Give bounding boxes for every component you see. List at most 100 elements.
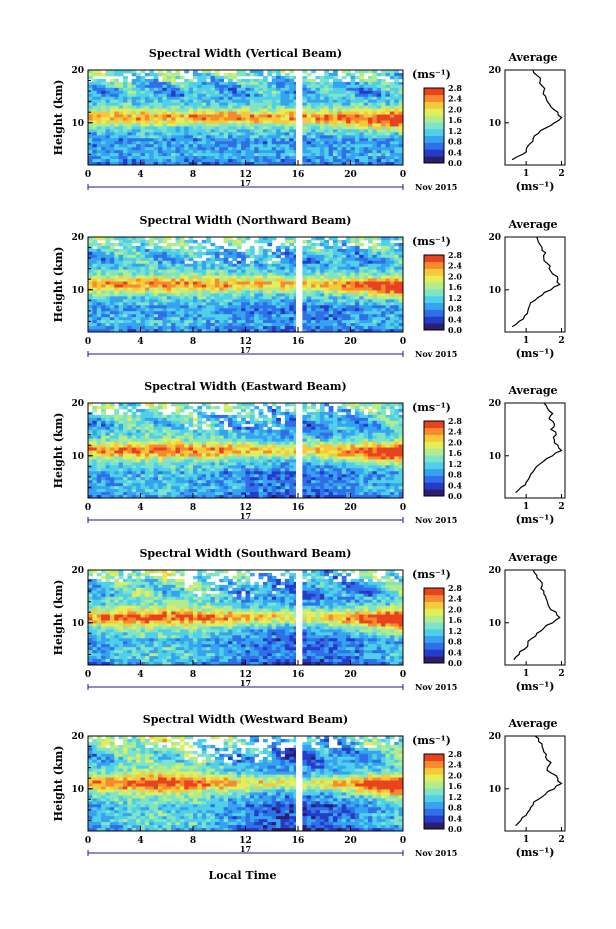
heatmap-cell	[232, 99, 238, 104]
heatmap-cell	[254, 311, 260, 315]
heatmap-cell	[144, 465, 150, 469]
heatmap-cell	[144, 114, 150, 118]
heatmap-cell	[324, 269, 330, 274]
heatmap-cell	[341, 111, 347, 115]
heatmap-cell	[223, 144, 229, 148]
heatmap-cell	[311, 132, 316, 136]
heatmap-cell	[201, 162, 207, 166]
heatmap-cell	[394, 326, 400, 330]
heatmap-cell	[131, 411, 137, 416]
heatmap-cell	[236, 251, 242, 256]
heatmap-cell	[245, 159, 251, 163]
heatmap-cell	[376, 78, 382, 83]
heatmap-cell	[368, 239, 373, 244]
heatmap-cell	[92, 441, 98, 445]
heatmap-cell	[96, 293, 102, 297]
heatmap-cell	[171, 323, 176, 327]
heatmap-cell	[214, 293, 220, 297]
heatmap-cell	[109, 435, 115, 440]
heatmap-cell	[245, 320, 251, 324]
heatmap-cell	[376, 114, 382, 118]
heatmap-cell	[236, 153, 242, 157]
heatmap-cell	[381, 99, 386, 104]
heatmap-cell	[158, 156, 163, 160]
heatmap-cell	[263, 126, 268, 130]
heatmap-cell	[346, 314, 351, 318]
heatmap-cell	[131, 417, 137, 422]
heatmap-cell	[153, 263, 159, 268]
heatmap-cell	[398, 281, 404, 285]
heatmap-cell	[166, 296, 172, 300]
heatmap-cell	[118, 441, 124, 445]
heatmap-cell	[171, 242, 176, 247]
heatmap-cell	[311, 299, 316, 303]
heatmap-cell	[175, 117, 181, 121]
heatmap-cell	[219, 141, 225, 145]
heatmap-cell	[315, 153, 321, 157]
heatmap-cell	[153, 96, 159, 101]
heatmap-cell	[149, 444, 155, 448]
heatmap-cell	[333, 284, 338, 288]
heatmap-cell	[179, 150, 185, 154]
heatmap-cell	[263, 278, 268, 282]
heatmap-cell	[276, 299, 281, 303]
heatmap-cell	[144, 441, 150, 445]
heatmap-cell	[92, 471, 98, 475]
heatmap-cell	[88, 135, 93, 139]
heatmap-cell	[341, 70, 347, 74]
heatmap-cell	[341, 317, 347, 321]
heatmap-cell	[372, 237, 378, 241]
heatmap-cell	[315, 144, 321, 148]
heatmap-cell	[175, 260, 181, 265]
heatmap-cell	[123, 245, 128, 250]
heatmap-cell	[162, 317, 168, 321]
heatmap-cell	[214, 99, 220, 104]
heatmap-cell	[223, 326, 229, 330]
heatmap-cell	[372, 102, 378, 107]
heatmap-cell	[263, 147, 268, 151]
heatmap-cell	[127, 84, 133, 89]
heatmap-cell	[236, 278, 242, 282]
heatmap-cell	[114, 468, 120, 472]
heatmap-cell	[144, 159, 150, 163]
heatmap-cell	[254, 317, 260, 321]
heatmap-cell	[236, 120, 242, 124]
heatmap-cell	[267, 87, 273, 92]
heatmap-cell	[158, 441, 163, 445]
heatmap-cell	[324, 117, 330, 121]
heatmap-cell	[398, 242, 404, 247]
heatmap-cell	[306, 105, 312, 109]
heatmap-cell	[127, 132, 133, 136]
x-tick-label: 12	[239, 337, 252, 347]
heatmap-cell	[184, 296, 190, 300]
heatmap-cell	[140, 471, 146, 475]
heatmap-cell	[284, 123, 290, 127]
heatmap-cell	[306, 275, 312, 279]
heatmap-cell	[193, 245, 198, 250]
heatmap-cell	[193, 90, 198, 95]
heatmap-cell	[376, 308, 382, 312]
heatmap-cell	[284, 248, 290, 253]
heatmap-cell	[88, 120, 93, 124]
heatmap-cell	[171, 150, 176, 154]
heatmap-cell	[166, 329, 172, 333]
heatmap-cell	[376, 323, 382, 327]
heatmap-cell	[144, 254, 150, 259]
heatmap-cell	[354, 311, 360, 315]
heatmap-cell	[350, 302, 356, 306]
heatmap-cell	[306, 126, 312, 130]
heatmap-cell	[315, 281, 321, 285]
heatmap-cell	[219, 245, 225, 250]
heatmap-cell	[127, 96, 133, 101]
heatmap-cell	[210, 117, 216, 121]
heatmap-cell	[114, 111, 120, 115]
heatmap-cell	[193, 147, 198, 151]
heatmap-cell	[276, 278, 281, 282]
heatmap-cell	[223, 114, 229, 118]
heatmap-cell	[354, 242, 360, 247]
heatmap-cell	[101, 245, 106, 250]
heatmap-cell	[333, 323, 338, 327]
heatmap-cell	[175, 93, 181, 98]
heatmap-cell	[210, 162, 216, 166]
heatmap-cell	[376, 117, 382, 121]
